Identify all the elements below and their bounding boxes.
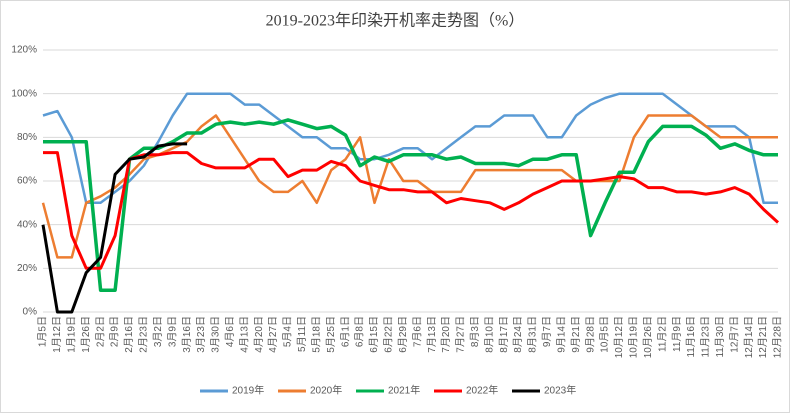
x-tick-label: 12月21日 <box>757 316 769 358</box>
x-tick-label: 8月17日 <box>498 316 510 353</box>
x-tick-label: 4月13日 <box>238 316 250 353</box>
x-tick-label: 9月21日 <box>570 316 582 353</box>
x-tick-label: 9月14日 <box>555 316 567 353</box>
x-tick-label: 11月16日 <box>685 316 697 358</box>
y-tick-label: 100% <box>11 88 37 99</box>
x-tick-label: 1月12日 <box>51 316 63 353</box>
x-tick-label: 5月18日 <box>310 316 322 353</box>
x-tick-label: 8月24日 <box>512 316 524 353</box>
x-tick-label: 10月19日 <box>628 316 640 358</box>
x-tick-label: 11月23日 <box>700 316 712 358</box>
x-tick-label: 3月30日 <box>210 316 222 353</box>
y-tick-label: 60% <box>17 176 37 187</box>
x-tick-label: 12月14日 <box>743 316 755 358</box>
x-tick-label: 6月29日 <box>397 316 409 353</box>
x-tick-label: 8月10日 <box>483 316 495 353</box>
x-tick-label: 5月11日 <box>296 316 308 352</box>
series-line <box>43 151 780 270</box>
x-tick-label: 2月9日 <box>109 316 121 347</box>
x-tick-label: 3月16日 <box>181 316 193 353</box>
x-tick-label: 6月8日 <box>354 316 366 347</box>
y-tick-label: 40% <box>17 219 37 230</box>
x-tick-label: 3月2日 <box>152 316 164 347</box>
y-tick-label: 80% <box>17 132 37 143</box>
y-tick-label: 0% <box>23 307 38 318</box>
x-tick-label: 6月15日 <box>368 316 380 353</box>
series-line <box>42 92 778 205</box>
x-tick-label: 5月25日 <box>325 316 337 353</box>
legend-label: 2023年 <box>544 384 576 397</box>
y-tick-label: 20% <box>17 263 37 274</box>
legend-label: 2021年 <box>388 384 420 397</box>
x-tick-label: 6月1日 <box>339 316 351 347</box>
x-tick-label: 7月20日 <box>440 316 452 353</box>
x-tick-label: 4月20日 <box>253 316 265 353</box>
x-tick-label: 6月22日 <box>383 316 395 353</box>
legend-label: 2020年 <box>310 384 342 397</box>
x-tick-label: 2月2日 <box>94 316 106 347</box>
x-tick-label: 5月4日 <box>282 316 294 347</box>
x-tick-label: 1月5日 <box>37 316 49 347</box>
chart-title: 2019-2023年印染开机率走势图（%） <box>266 12 525 30</box>
x-tick-label: 7月13日 <box>426 316 438 353</box>
x-tick-label: 2月16日 <box>123 316 135 353</box>
x-tick-label: 2月23日 <box>138 316 150 353</box>
x-tick-label: 9月28日 <box>584 316 596 353</box>
x-tick-label: 8月3日 <box>469 316 481 347</box>
x-tick-label: 12月7日 <box>728 316 740 353</box>
legend-label: 2019年 <box>232 384 264 397</box>
x-tick-label: 9月7日 <box>541 316 553 347</box>
x-tick-label: 3月9日 <box>166 316 178 347</box>
series-line <box>41 142 188 314</box>
x-tick-label: 8月31日 <box>527 316 539 353</box>
x-tick-label: 4月6日 <box>224 316 236 347</box>
x-tick-label: 11月2日 <box>656 316 668 352</box>
x-tick-label: 11月9日 <box>671 316 683 352</box>
x-tick-label: 1月26日 <box>80 316 92 353</box>
x-tick-label: 10月5日 <box>599 316 611 353</box>
x-tick-label: 1月19日 <box>65 316 77 353</box>
x-tick-label: 10月26日 <box>642 316 654 358</box>
x-tick-label: 7月6日 <box>411 316 423 347</box>
series-line <box>41 114 778 259</box>
x-tick-label: 3月23日 <box>195 316 207 353</box>
x-tick-label: 11月30日 <box>714 316 726 358</box>
x-tick-label: 12月28日 <box>772 316 784 358</box>
x-tick-label: 4月27日 <box>267 316 279 353</box>
y-tick-label: 120% <box>11 45 37 56</box>
legend-label: 2022年 <box>466 384 498 397</box>
x-tick-label: 10月12日 <box>613 316 625 358</box>
x-tick-label: 7月27日 <box>455 316 467 353</box>
